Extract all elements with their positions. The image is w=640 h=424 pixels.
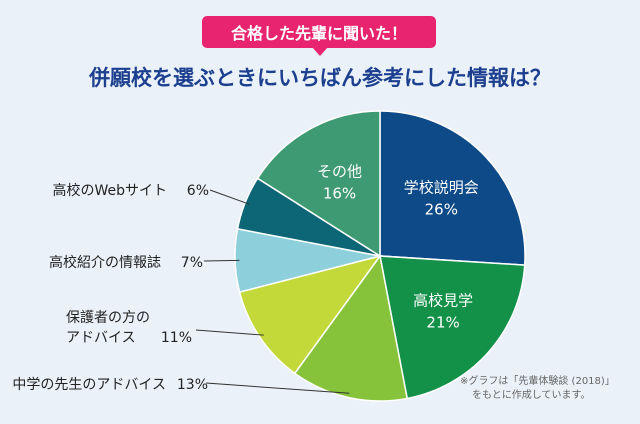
slice-label-text: その他: [317, 162, 362, 180]
leader-line: [203, 259, 240, 262]
header-badge: 合格した先輩に聞いた！: [202, 16, 436, 48]
slice-label-inside: その他 16%: [317, 162, 362, 202]
slice-value-text: 11%: [161, 330, 192, 346]
slice-value-text: 16%: [323, 184, 356, 202]
slice-label-text: 高校のWebサイト: [52, 182, 167, 199]
slice-label-outside: 高校のWebサイト 6%: [52, 182, 209, 199]
slice-value-text: 7%: [181, 255, 203, 271]
slice-value-text: 13%: [177, 377, 208, 393]
slice-label-text: 高校見学: [413, 292, 473, 310]
slice-label-inside: 高校見学 21%: [413, 292, 473, 332]
slice-label-text: 学校説明会: [404, 178, 479, 196]
source-note-line1: ※グラフは「先輩体験談 (2018)」: [460, 376, 615, 387]
slice-label-outside: 高校紹介の情報誌 7%: [49, 254, 203, 271]
pie-slice: [256, 110, 381, 258]
pie-slice: [238, 254, 382, 375]
slice-label-inside: 学校説明会 26%: [404, 178, 479, 218]
pie-slice: [379, 110, 526, 266]
slice-value-text: 21%: [426, 314, 459, 332]
slice-label-text: 保護者の方の: [66, 310, 150, 326]
slice-value-text: 6%: [187, 183, 209, 199]
leader-line: [209, 189, 250, 205]
chart-title: 併願校を選ぶときにいちばん参考にした情報は？: [89, 66, 551, 90]
leader-line: [195, 329, 264, 336]
pie-slice: [293, 254, 409, 402]
slice-label-text: 中学の先生のアドバイス: [12, 377, 166, 393]
slice-label-outside: 中学の先生のアドバイス 13%: [12, 377, 208, 393]
slice-value-text: 26%: [425, 200, 458, 218]
leader-line: [205, 382, 350, 394]
badge-tail: [312, 47, 328, 56]
pie-slice: [379, 255, 526, 400]
slice-label-text: 高校紹介の情報誌: [49, 254, 161, 271]
source-note-line2: をもとに作成しています。: [472, 390, 591, 401]
source-note: ※グラフは「先輩体験談 (2018)」 をもとに作成しています。: [460, 375, 632, 403]
slice-label-text: アドバイス: [66, 330, 136, 346]
